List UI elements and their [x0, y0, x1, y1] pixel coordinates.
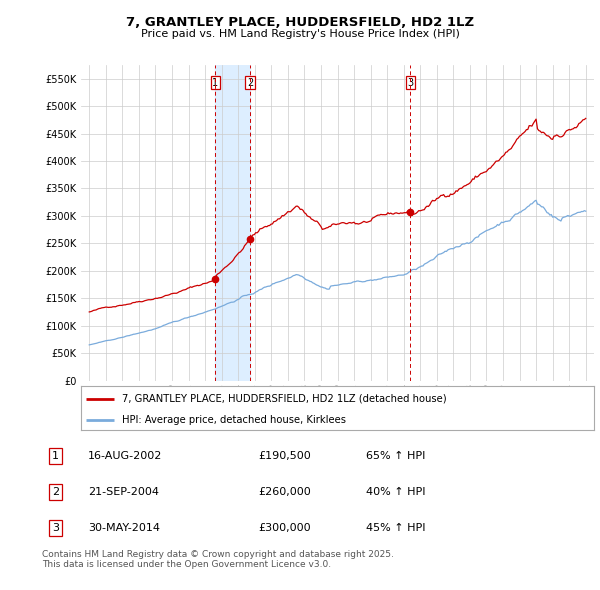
Text: £190,500: £190,500 — [258, 451, 311, 461]
Text: £260,000: £260,000 — [258, 487, 311, 497]
Text: Contains HM Land Registry data © Crown copyright and database right 2025.
This d: Contains HM Land Registry data © Crown c… — [42, 550, 394, 569]
Bar — [215, 65, 250, 381]
Text: HPI: Average price, detached house, Kirklees: HPI: Average price, detached house, Kirk… — [122, 415, 346, 425]
Text: 7, GRANTLEY PLACE, HUDDERSFIELD, HD2 1LZ (detached house): 7, GRANTLEY PLACE, HUDDERSFIELD, HD2 1LZ… — [122, 394, 446, 404]
Text: Price paid vs. HM Land Registry's House Price Index (HPI): Price paid vs. HM Land Registry's House … — [140, 29, 460, 39]
Text: 65% ↑ HPI: 65% ↑ HPI — [366, 451, 425, 461]
Text: 2: 2 — [247, 77, 253, 87]
Text: 7, GRANTLEY PLACE, HUDDERSFIELD, HD2 1LZ: 7, GRANTLEY PLACE, HUDDERSFIELD, HD2 1LZ — [126, 16, 474, 29]
Text: 21-SEP-2004: 21-SEP-2004 — [88, 487, 159, 497]
Text: £300,000: £300,000 — [258, 523, 311, 533]
Text: 2: 2 — [52, 487, 59, 497]
Text: 3: 3 — [52, 523, 59, 533]
Text: 30-MAY-2014: 30-MAY-2014 — [88, 523, 160, 533]
Text: 45% ↑ HPI: 45% ↑ HPI — [366, 523, 425, 533]
Text: 3: 3 — [407, 77, 413, 87]
Text: 40% ↑ HPI: 40% ↑ HPI — [366, 487, 425, 497]
Text: 16-AUG-2002: 16-AUG-2002 — [88, 451, 162, 461]
Text: 1: 1 — [52, 451, 59, 461]
Text: 1: 1 — [212, 77, 218, 87]
